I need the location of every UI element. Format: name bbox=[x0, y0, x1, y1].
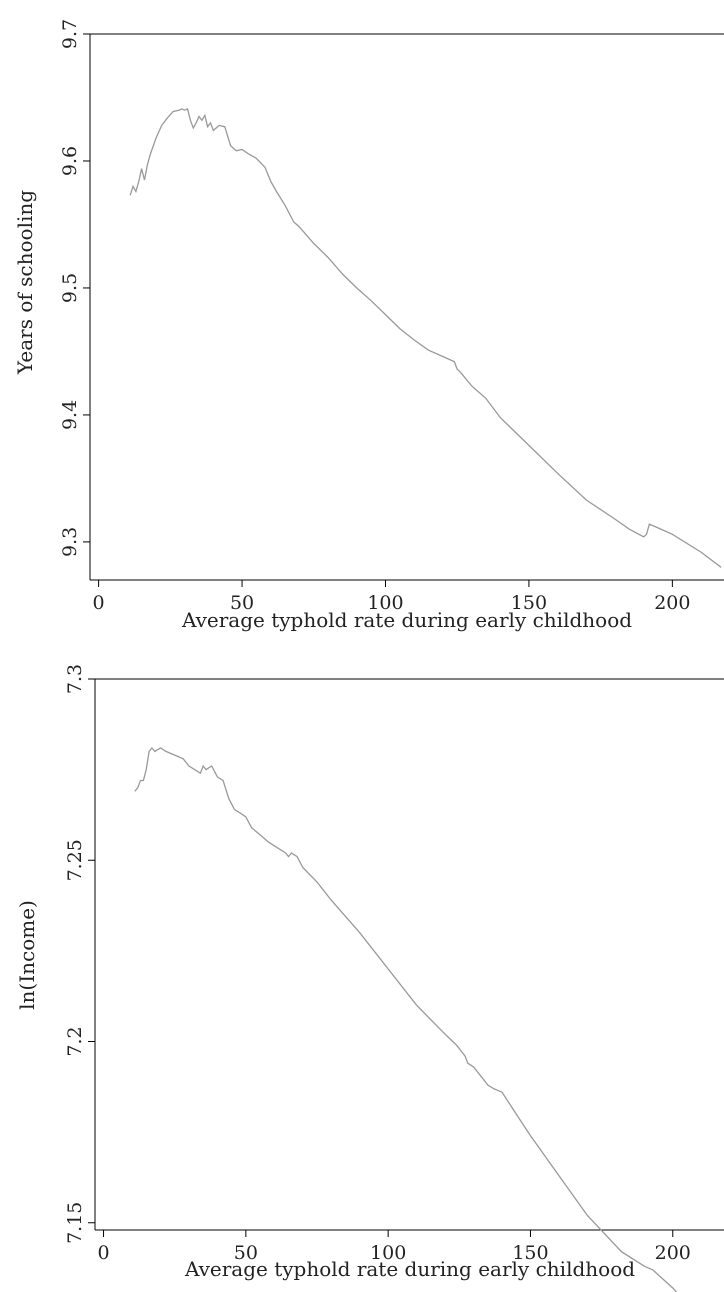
y-axis-ticks: 7.15 7.2 7.25 7.3 bbox=[64, 664, 95, 1244]
x-axis-title: Average typhold rate during early childh… bbox=[184, 1257, 635, 1281]
y-axis-ticks: 9.3 9.4 9.5 9.6 9.7 bbox=[59, 19, 90, 557]
y-tick-label: 9.4 bbox=[59, 400, 81, 430]
x-tick-label: 100 bbox=[370, 1242, 406, 1264]
x-tick-label: 100 bbox=[367, 592, 403, 614]
plot-frame bbox=[94, 678, 724, 1230]
x-tick-label: 0 bbox=[97, 1242, 109, 1264]
y-tick-label: 7.15 bbox=[64, 1202, 86, 1244]
x-axis-ticks: 0 50 100 150 200 bbox=[93, 580, 690, 614]
series-line bbox=[129, 107, 722, 568]
y-axis-title: ln(Income) bbox=[15, 900, 39, 1010]
x-tick-label: 50 bbox=[230, 592, 254, 614]
chart-panel-schooling: 0 50 100 150 200 9.3 9.4 9.5 9.6 9.7 Average typ… bbox=[13, 19, 724, 632]
x-tick-label: 200 bbox=[654, 592, 690, 614]
x-tick-label: 200 bbox=[655, 1242, 691, 1264]
y-tick-label: 7.25 bbox=[64, 839, 86, 881]
y-tick-label: 9.3 bbox=[59, 527, 81, 557]
y-axis-title: Years of schooling bbox=[13, 190, 37, 375]
x-tick-label: 150 bbox=[512, 1242, 548, 1264]
chart-panel-income: 0 50 100 150 200 7.15 7.2 7.25 7.3 Average typh… bbox=[15, 664, 724, 1292]
x-tick-label: 150 bbox=[511, 592, 547, 614]
y-tick-label: 9.5 bbox=[59, 273, 81, 303]
y-tick-label: 7.3 bbox=[64, 664, 86, 694]
y-tick-label: 9.6 bbox=[59, 146, 81, 176]
x-tick-label: 0 bbox=[93, 592, 105, 614]
x-axis-ticks: 0 50 100 150 200 bbox=[97, 1230, 691, 1264]
x-tick-label: 50 bbox=[234, 1242, 258, 1264]
x-axis-title: Average typhold rate during early childh… bbox=[181, 608, 632, 632]
series-line bbox=[134, 746, 678, 1292]
plot-frame bbox=[89, 33, 724, 580]
y-tick-label: 9.7 bbox=[59, 19, 81, 49]
y-tick-label: 7.2 bbox=[64, 1026, 86, 1056]
